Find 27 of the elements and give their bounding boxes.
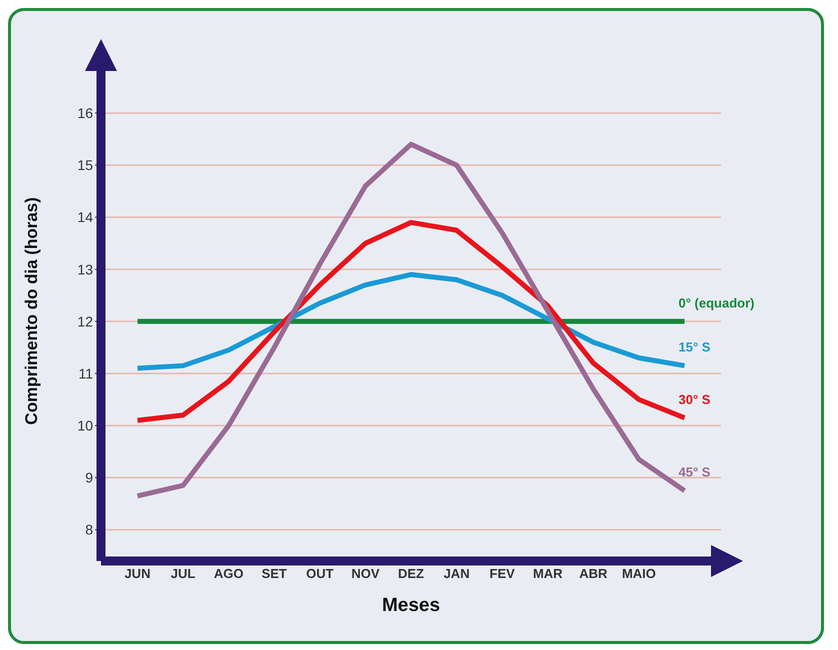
x-tick-label: JAN: [444, 566, 470, 582]
x-tick-label: DEZ: [398, 566, 424, 582]
series-label: 45° S: [678, 464, 711, 480]
y-tick-label: 13: [77, 261, 94, 278]
x-tick-label: MAR: [532, 566, 564, 582]
y-tick-label: 15: [77, 157, 94, 174]
x-axis-title: Meses: [382, 595, 440, 616]
series-label: 0° (equador): [678, 295, 755, 310]
y-axis-title: Comprimento do dia (horas): [22, 197, 42, 425]
x-tick-label: SET: [262, 566, 287, 582]
x-tick-label: ABR: [579, 566, 608, 582]
x-tick-label: JUN: [124, 566, 150, 582]
x-tick-label: FEV: [490, 566, 516, 582]
y-tick-label: 10: [77, 418, 94, 434]
y-tick-label: 8: [85, 522, 94, 538]
x-tick-label: JUL: [170, 566, 196, 582]
x-tick-label: AGO: [214, 566, 244, 582]
series-label: 15° S: [678, 340, 711, 355]
y-tick-label: 9: [85, 470, 94, 486]
series-label: 30° S: [678, 392, 711, 407]
x-tick-label: MAIO: [622, 566, 656, 582]
y-tick-label: 11: [78, 365, 94, 382]
y-tick-label: 12: [77, 313, 94, 330]
y-tick-label: 14: [77, 209, 94, 226]
x-tick-label: NOV: [351, 566, 380, 582]
x-tick-label: OUT: [306, 566, 334, 582]
y-tick-label: 16: [77, 105, 94, 122]
